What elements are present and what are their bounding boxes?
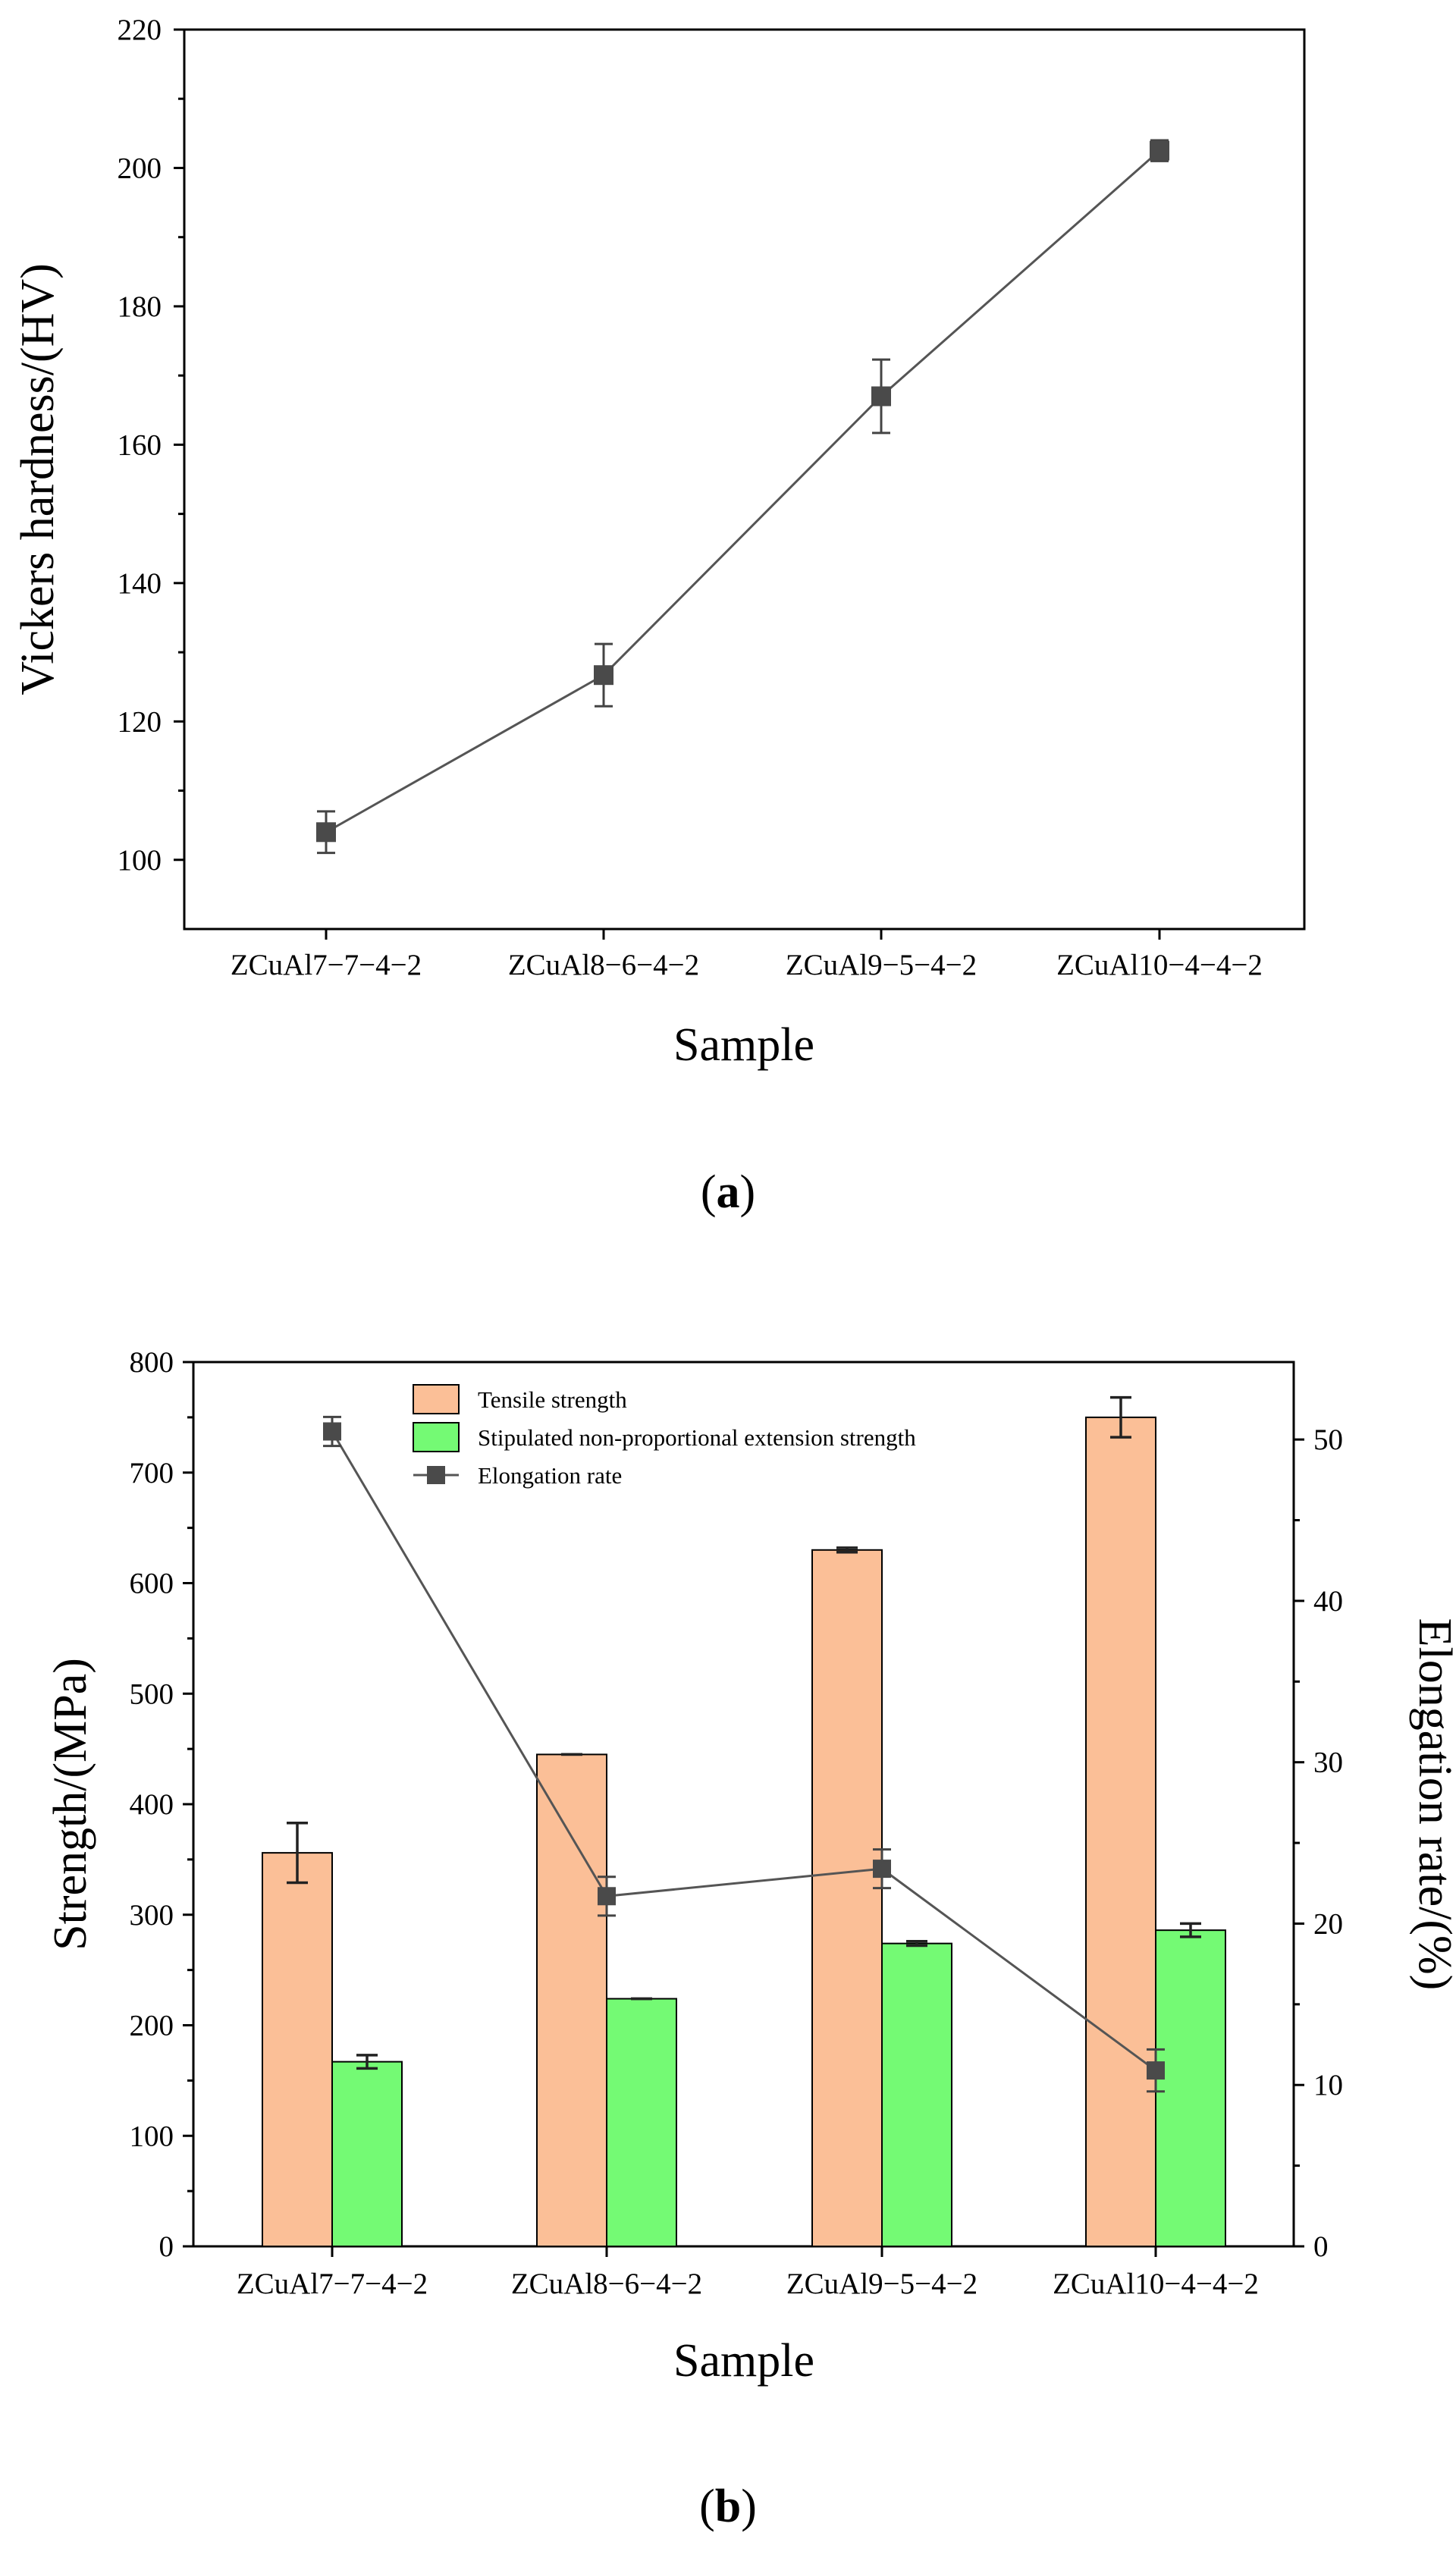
legend-marker-elongation: [427, 1466, 445, 1484]
stipulated-strength-error-bar: [1180, 1922, 1201, 1938]
hardness-y-axis-title: Vickers hardness/(HV): [12, 263, 64, 695]
strength-y-tick-label: 800: [130, 1346, 174, 1379]
hardness-y-tick-label: 160: [118, 428, 162, 461]
stipulated-strength-error-bar: [906, 1939, 927, 1948]
legend: Tensile strength Stipulated non-proporti…: [413, 1384, 916, 1489]
panel-label-b: (b): [699, 2481, 757, 2532]
tensile-strength-error-bar: [1110, 1395, 1131, 1439]
elongation-y-tick-label: 50: [1313, 1423, 1343, 1456]
hardness-x-tick-label: ZCuAl7−7−4−2: [231, 949, 422, 981]
tensile-strength-bar: [1085, 1416, 1156, 2247]
strength-y-axis-title: Strength/(MPa): [45, 1658, 96, 1951]
tensile-strength-error-bar: [287, 1822, 308, 1885]
tensile-strength-error-bar: [836, 1546, 858, 1554]
strength-x-tick-label: ZCuAl8−6−4−2: [511, 2268, 702, 2300]
strength-y-tick-label: 600: [130, 1568, 174, 1600]
stipulated-strength-bar: [606, 1998, 677, 2248]
elongation-point: [323, 1422, 341, 1441]
tensile-strength-bar: [811, 1549, 883, 2247]
hardness-point: [1150, 140, 1169, 161]
strength-x-tick-label: ZCuAl7−7−4−2: [237, 2268, 428, 2300]
hardness-y-tick-label: 200: [118, 152, 162, 184]
strength-x-tick-label: ZCuAl9−5−4−2: [786, 2268, 977, 2300]
strength-chart: 0 100 200 300 400 500 600 700 800 0 10 20 30 40 50 ZC…: [45, 1346, 1456, 2532]
strength-x-ticks: ZCuAl7−7−4−2 ZCuAl8−6−4−2 ZCuAl9−5−4−2 ZCuA…: [237, 2246, 1259, 2300]
elongation-point: [873, 1860, 891, 1879]
panel-label-a-letter: a: [717, 1166, 740, 1218]
strength-y-tick-label: 400: [130, 1788, 174, 1821]
strength-y-tick-label: 100: [130, 2120, 174, 2152]
elongation-y-tick-label: 0: [1313, 2230, 1329, 2263]
legend-label-elongation: Elongation rate: [478, 1462, 622, 1489]
hardness-x-ticks: ZCuAl7−7−4−2 ZCuAl8−6−4−2 ZCuAl9−5−4−2 ZCuA…: [231, 929, 1263, 981]
hardness-line: [325, 149, 1160, 833]
panel-label-b-letter: b: [715, 2481, 741, 2532]
hardness-x-tick-label: ZCuAl9−5−4−2: [786, 949, 977, 981]
strength-y-tick-label: 200: [130, 2010, 174, 2042]
hardness-point: [316, 822, 336, 843]
tensile-strength-bar: [262, 1852, 333, 2247]
elongation-y-tick-label: 10: [1313, 2069, 1343, 2101]
hardness-series: [316, 139, 1169, 855]
strength-y-tick-label: 0: [159, 2230, 174, 2263]
stipulated-strength-bar: [881, 1942, 952, 2248]
panel-label-a: (a): [701, 1166, 755, 1218]
strength-x-axis-title: Sample: [673, 2335, 814, 2387]
hardness-x-axis-title: Sample: [673, 1019, 814, 1071]
strength-x-tick-label: ZCuAl10−4−4−2: [1053, 2268, 1259, 2300]
hardness-plot-frame: [183, 28, 1306, 931]
hardness-point: [594, 665, 613, 686]
hardness-point: [871, 386, 891, 406]
stipulated-strength-bar: [331, 2061, 403, 2247]
elongation-y-tick-label: 30: [1313, 1747, 1343, 1779]
elongation-point: [1147, 2061, 1165, 2080]
legend-label-stipulated: Stipulated non-proportional extension st…: [478, 1424, 916, 1451]
elongation-y-ticks: 0 10 20 30 40 50: [1294, 1423, 1343, 2263]
elongation-y-axis-title: Elongation rate/(%): [1409, 1618, 1456, 1991]
hardness-y-tick-label: 140: [118, 567, 162, 600]
elongation-line: [331, 1430, 1156, 2072]
strength-y-ticks: 0 100 200 300 400 500 600 700 800: [130, 1346, 193, 2263]
hardness-y-tick-label: 180: [118, 290, 162, 323]
hardness-y-ticks: 100 120 140 160 180 200 220: [118, 14, 184, 877]
elongation-y-tick-label: 40: [1313, 1585, 1343, 1618]
hardness-x-tick-label: ZCuAl8−6−4−2: [508, 949, 699, 981]
hardness-y-tick-label: 220: [118, 14, 162, 46]
stipulated-strength-error-bar: [356, 2054, 378, 2070]
legend-swatch-tensile: [413, 1384, 460, 1414]
strength-y-tick-label: 700: [130, 1457, 174, 1489]
elongation-y-tick-label: 20: [1313, 1907, 1343, 1940]
hardness-chart: 100 120 140 160 180 200 220 ZCuAl7−7−4−2 ZCuAl8…: [12, 14, 1306, 1218]
strength-bars: [262, 1395, 1226, 2248]
hardness-y-tick-label: 100: [118, 844, 162, 877]
stipulated-strength-bar: [1155, 1929, 1226, 2248]
strength-y-tick-label: 500: [130, 1678, 174, 1710]
legend-label-tensile: Tensile strength: [478, 1386, 627, 1413]
strength-y-tick-label: 300: [130, 1899, 174, 1932]
legend-swatch-stipulated: [413, 1422, 460, 1452]
hardness-y-tick-label: 120: [118, 705, 162, 738]
hardness-x-tick-label: ZCuAl10−4−4−2: [1056, 949, 1263, 981]
tensile-strength-bar: [536, 1753, 607, 2248]
elongation-series: [323, 1415, 1165, 2093]
elongation-point: [598, 1887, 616, 1906]
